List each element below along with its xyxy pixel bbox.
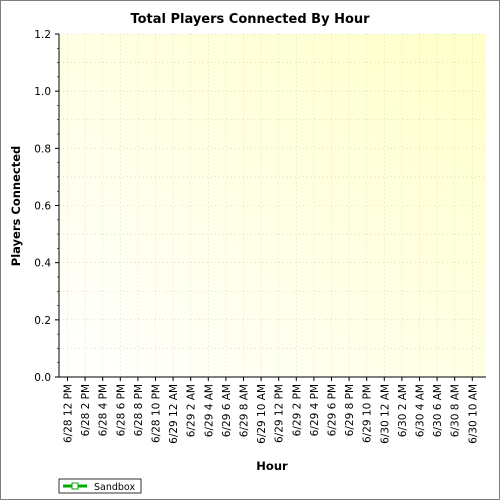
x-tick-label: 6/29 12 AM <box>168 384 180 444</box>
y-tick-label: 0.0 <box>34 372 51 384</box>
x-tick-label: 6/30 12 AM <box>379 384 391 444</box>
legend-series-label: Sandbox <box>94 482 135 493</box>
y-axis-ticks: 0.0 0.2 0.4 0.6 0.8 1.0 1.2 <box>34 29 59 384</box>
y-tick-label: 0.4 <box>34 258 51 270</box>
x-tick-label: 6/29 12 PM <box>274 384 286 443</box>
y-tick-label: 0.8 <box>34 143 51 155</box>
x-tick-label: 6/29 8 PM <box>344 384 356 436</box>
y-tick-label: 1.2 <box>34 29 51 41</box>
x-tick-label: 6/30 8 AM <box>450 384 462 437</box>
x-tick-label: 6/28 2 PM <box>80 384 92 436</box>
x-tick-label: 6/29 2 AM <box>186 384 198 437</box>
x-tick-label: 6/28 4 PM <box>98 384 110 436</box>
x-tick-label: 6/30 6 AM <box>432 384 444 437</box>
y-tick-label: 0.2 <box>34 315 51 327</box>
y-tick-label: 1.0 <box>34 86 51 98</box>
x-tick-label: 6/29 10 AM <box>256 384 268 444</box>
x-tick-label: 6/29 6 AM <box>221 384 233 437</box>
x-tick-label: 6/30 2 AM <box>397 384 409 437</box>
x-tick-label: 6/30 4 AM <box>415 384 427 437</box>
x-tick-label: 6/30 10 AM <box>467 384 479 444</box>
legend-series-marker <box>71 482 79 490</box>
x-axis-label: Hour <box>256 459 288 473</box>
plot-area <box>59 34 486 377</box>
x-tick-label: 6/28 10 PM <box>151 384 163 443</box>
x-tick-label: 6/29 4 PM <box>309 384 321 436</box>
x-tick-label: 6/29 6 PM <box>327 384 339 436</box>
y-tick-label: 0.6 <box>34 201 51 213</box>
x-axis-ticks: 6/28 12 PM 6/28 2 PM 6/28 4 PM 6/28 6 PM 6/2… <box>63 377 479 444</box>
x-tick-label: 6/29 2 PM <box>291 384 303 436</box>
legend-box <box>58 478 142 494</box>
x-tick-label: 6/29 4 AM <box>203 384 215 437</box>
x-tick-label: 6/28 8 PM <box>133 384 145 436</box>
x-tick-label: 6/29 8 AM <box>239 384 251 437</box>
y-axis-label: Players Connected <box>9 146 23 266</box>
x-tick-label: 6/28 12 PM <box>63 384 75 443</box>
legend: Sandbox <box>58 478 142 494</box>
chart-title: Total Players Connected By Hour <box>130 12 370 27</box>
x-tick-label: 6/28 6 PM <box>115 384 127 436</box>
x-tick-label: 6/29 10 PM <box>362 384 374 443</box>
